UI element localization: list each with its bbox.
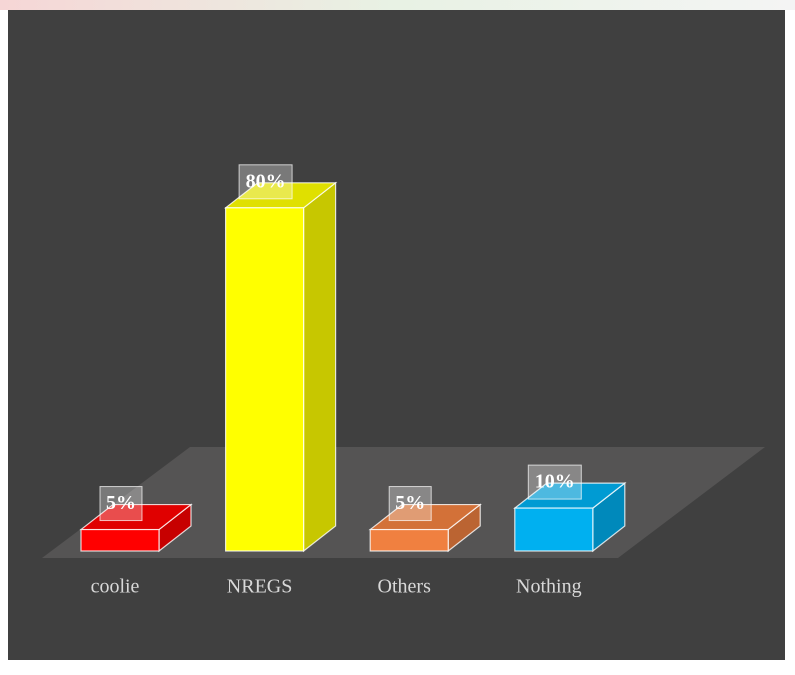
value-label-box xyxy=(99,486,143,522)
x-tick-label: Others xyxy=(378,576,432,598)
value-label: 10% xyxy=(535,471,575,493)
value-label: 80% xyxy=(246,170,286,192)
x-tick-label: Nothing xyxy=(516,576,582,598)
bar xyxy=(513,481,627,553)
bar xyxy=(79,503,193,553)
value-label-box xyxy=(388,486,432,522)
bar-front xyxy=(80,528,160,552)
bar-front xyxy=(369,528,449,552)
x-tick-label: NREGS xyxy=(227,576,293,598)
bar-side xyxy=(303,181,337,553)
bar-front xyxy=(514,507,594,552)
x-tick-label: coolie xyxy=(91,576,140,598)
plot-background xyxy=(8,10,785,660)
value-label-box xyxy=(238,164,293,200)
bar-front xyxy=(225,207,305,552)
value-label-box xyxy=(527,464,582,500)
bars: coolie 5% NREGS 80% Others 5% Nothing 10% xyxy=(79,164,627,598)
bar xyxy=(223,181,338,553)
value-label: 5% xyxy=(395,492,425,514)
header-strip xyxy=(0,0,795,10)
bar xyxy=(368,503,482,553)
value-label: 5% xyxy=(106,492,136,514)
